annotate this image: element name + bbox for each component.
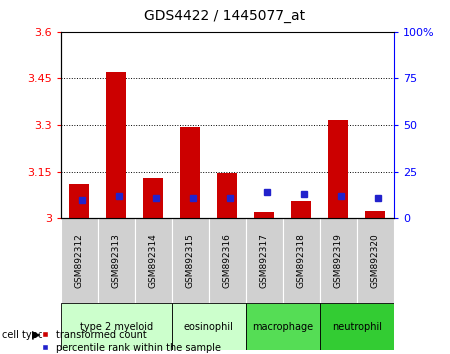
Legend: transformed count, percentile rank within the sample: transformed count, percentile rank withi…	[41, 330, 221, 353]
Text: ▶: ▶	[32, 330, 41, 339]
Text: GSM892312: GSM892312	[75, 233, 84, 288]
Bar	[328, 120, 348, 218]
Bar	[143, 178, 163, 218]
Bar	[246, 303, 320, 350]
Bar	[172, 303, 246, 350]
Text: GSM892317: GSM892317	[260, 233, 269, 288]
Bar	[61, 218, 98, 303]
Text: macrophage: macrophage	[252, 322, 313, 332]
Bar	[69, 184, 90, 218]
Text: GDS4422 / 1445077_at: GDS4422 / 1445077_at	[144, 9, 306, 23]
Bar	[365, 211, 385, 218]
Bar	[180, 127, 200, 218]
Bar	[320, 218, 357, 303]
Bar	[254, 212, 274, 218]
Bar	[291, 201, 311, 218]
Bar	[246, 218, 283, 303]
Bar	[106, 72, 126, 218]
Bar	[61, 303, 172, 350]
Text: GSM892315: GSM892315	[186, 233, 195, 288]
Bar	[98, 218, 135, 303]
Bar	[209, 218, 246, 303]
Bar	[172, 218, 209, 303]
Bar	[283, 218, 320, 303]
Bar	[135, 218, 172, 303]
Text: GSM892318: GSM892318	[297, 233, 306, 288]
Text: GSM892314: GSM892314	[149, 233, 158, 288]
Text: cell type: cell type	[2, 330, 44, 339]
Bar	[320, 303, 394, 350]
Text: GSM892320: GSM892320	[371, 233, 380, 288]
Text: type 2 myeloid: type 2 myeloid	[80, 322, 153, 332]
Text: GSM892316: GSM892316	[223, 233, 232, 288]
Text: neutrophil: neutrophil	[332, 322, 382, 332]
Bar	[217, 173, 238, 218]
Text: GSM892313: GSM892313	[112, 233, 121, 288]
Text: GSM892319: GSM892319	[334, 233, 343, 288]
Bar	[357, 218, 394, 303]
Text: eosinophil: eosinophil	[184, 322, 234, 332]
